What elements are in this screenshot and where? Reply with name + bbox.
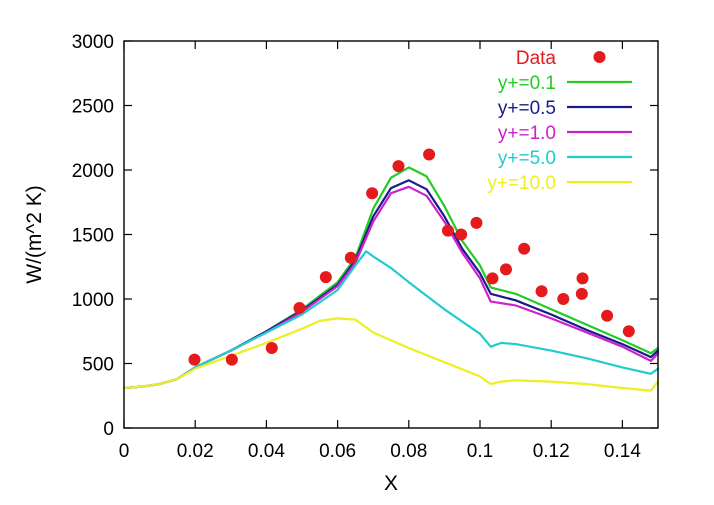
x-axis-title: X [384, 472, 398, 495]
x-tick-label: 0.1 [467, 441, 493, 462]
data-points-layer [188, 148, 635, 366]
data-point [366, 187, 379, 200]
x-tick-label: 0.12 [533, 441, 570, 462]
data-point [499, 263, 512, 276]
data-point [575, 287, 588, 300]
legend-label-series: y+=1.0 [498, 123, 556, 144]
data-point [441, 224, 454, 237]
data-point [622, 325, 635, 338]
y-tick-label: 500 [82, 355, 114, 376]
series-line-y+=1.0 [122, 185, 660, 390]
data-point [265, 342, 278, 355]
legend-label-series: y+=0.5 [498, 98, 556, 119]
data-point [188, 353, 201, 366]
y-tick-label: 3000 [72, 32, 114, 53]
data-point [392, 160, 405, 173]
data-point [535, 285, 548, 298]
legend-marker-data [593, 51, 606, 63]
legend-label-series: y+=10.0 [487, 173, 556, 194]
y-axis-ticks: 0 500 1000 1500 2000 2500 3000 [72, 32, 658, 440]
data-point [293, 302, 306, 315]
legend-label-data: Data [516, 48, 557, 69]
data-point [486, 272, 499, 285]
data-point [319, 271, 332, 284]
data-point [557, 293, 570, 305]
plot-frame [123, 40, 659, 429]
legend-label-series: y+=0.1 [498, 73, 556, 94]
series-layer [122, 166, 660, 392]
series-line-y+=10.0 [122, 317, 660, 392]
legend-label-series: y+=5.0 [498, 148, 556, 169]
data-point [455, 228, 468, 241]
x-tick-label: 0.08 [390, 441, 427, 462]
data-point [344, 251, 357, 264]
y-tick-label: 2000 [72, 161, 114, 182]
x-tick-label: 0.02 [177, 441, 214, 462]
series-line-y+=5.0 [122, 250, 660, 390]
data-point [576, 272, 589, 285]
y-tick-label: 1000 [72, 290, 114, 311]
y-tick-label: 1500 [72, 226, 114, 247]
legend: Data y+=0.1 y+=0.5 y+=1.0 y+=5.0 y+=10.0 [487, 48, 632, 194]
data-point [423, 148, 436, 161]
x-tick-label: 0.04 [248, 441, 285, 462]
data-point [225, 353, 238, 366]
x-tick-label: 0.06 [319, 441, 356, 462]
data-point [601, 309, 614, 322]
data-point [518, 242, 531, 255]
y-tick-label: 0 [103, 419, 114, 440]
y-axis-title: W/(m^2 K) [23, 185, 46, 284]
y-tick-label: 2500 [72, 97, 114, 118]
x-axis-ticks: 0 0.02 0.04 0.06 0.08 0.1 0.12 0.14 [119, 41, 641, 462]
data-point [470, 216, 483, 229]
x-tick-label: 0.14 [604, 441, 641, 462]
x-tick-label: 0 [119, 441, 130, 462]
